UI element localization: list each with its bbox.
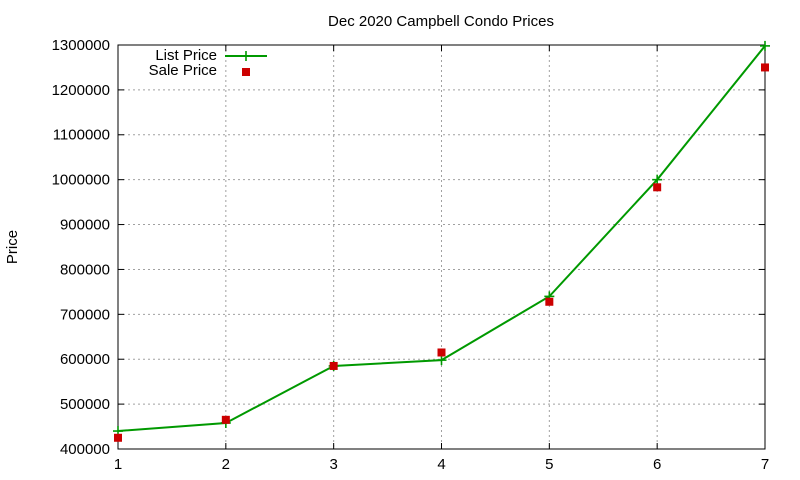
series-sale-price xyxy=(114,63,769,442)
data-point xyxy=(545,297,554,306)
data-point xyxy=(652,174,663,185)
legend-swatch-marker xyxy=(242,68,250,76)
y-tick-label: 800000 xyxy=(60,261,110,278)
axis-ticks: 400000 500000 600000 700000 800000 900000 1000… xyxy=(52,37,770,473)
x-tick-label: 3 xyxy=(329,456,337,473)
data-point xyxy=(653,183,662,192)
y-tick-label: 1200000 xyxy=(52,82,110,99)
data-point xyxy=(329,361,338,370)
y-tick-label: 600000 xyxy=(60,351,110,368)
y-tick-label: 700000 xyxy=(60,306,110,323)
legend-swatch-marker xyxy=(241,51,251,61)
x-tick-label: 4 xyxy=(437,456,445,473)
data-point xyxy=(760,40,770,51)
x-tick-label: 5 xyxy=(545,456,553,473)
y-axis-label: Price xyxy=(4,230,21,264)
grid-lines xyxy=(118,45,765,449)
data-point xyxy=(436,355,447,366)
x-tick-label: 2 xyxy=(222,456,230,473)
x-tick-label: 1 xyxy=(114,456,122,473)
legend-label: List Price xyxy=(155,47,217,64)
series-line xyxy=(117,45,766,433)
legend-label: Sale Price xyxy=(149,62,217,79)
x-tick-label: 7 xyxy=(761,456,769,473)
y-tick-label: 1100000 xyxy=(53,127,110,144)
data-point xyxy=(761,63,769,72)
data-point xyxy=(221,415,230,424)
y-tick-label: 900000 xyxy=(60,217,110,234)
x-tick-label: 6 xyxy=(653,456,661,473)
y-tick-label: 1300000 xyxy=(52,37,110,54)
chart-title: Dec 2020 Campbell Condo Prices xyxy=(328,13,554,30)
series-layer xyxy=(113,40,770,442)
data-point xyxy=(437,348,446,357)
data-point xyxy=(114,433,122,442)
y-tick-label: 1000000 xyxy=(52,172,110,189)
y-tick-label: 400000 xyxy=(60,441,110,458)
y-tick-label: 500000 xyxy=(60,396,110,413)
